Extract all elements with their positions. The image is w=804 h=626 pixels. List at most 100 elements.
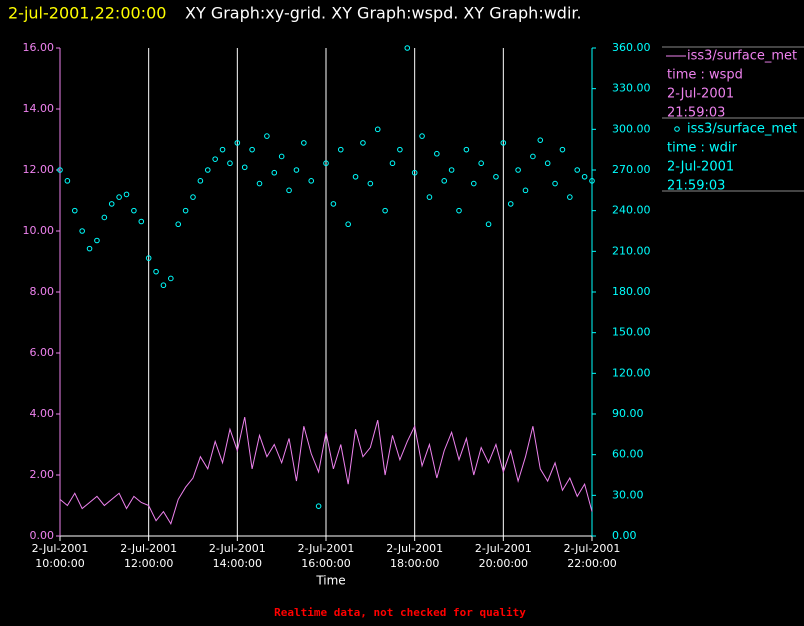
x-tick-label: 10:00:00 — [35, 557, 84, 570]
wdir-point — [145, 255, 152, 261]
y-tick-label: 14.00 — [23, 102, 55, 115]
y2-tick-label: 30.00 — [612, 488, 644, 501]
legend-label: iss3/surface_met — [687, 122, 797, 137]
wdir-point — [537, 137, 544, 143]
x-tick-label: 16:00:00 — [301, 557, 350, 570]
wdir-point — [168, 275, 174, 282]
y2-tick-label: 270.00 — [612, 163, 651, 176]
x-tick-label: 2-Jul-2001 — [209, 542, 266, 555]
wdir-point — [286, 187, 292, 194]
wdir-point — [323, 160, 329, 167]
wdir-point — [160, 282, 167, 289]
wdir-point — [131, 207, 137, 214]
wdir-point — [574, 167, 581, 173]
wdir-point — [441, 178, 448, 184]
wdir-point — [330, 201, 337, 207]
wdir-point — [315, 503, 322, 509]
wdir-point — [64, 178, 71, 184]
legend-detail: 2-Jul-2001 — [667, 87, 734, 102]
wdir-point — [79, 228, 85, 234]
wdir-point — [108, 201, 115, 207]
wdir-point — [234, 140, 241, 146]
y-tick-label: 8.00 — [30, 285, 55, 298]
wdir-point — [522, 187, 529, 194]
wdir-point — [190, 194, 196, 200]
footer-note: Realtime data, not checked for quality — [274, 606, 526, 619]
y2-tick-label: 120.00 — [612, 366, 651, 379]
wdir-point — [227, 160, 233, 167]
x-tick-label: 2-Jul-2001 — [298, 542, 355, 555]
legend-detail: time : wdir — [667, 141, 738, 156]
legend-detail: 21:59:03 — [667, 179, 725, 194]
y-tick-label: 4.00 — [30, 407, 55, 420]
wdir-point — [559, 146, 566, 153]
wdir-point — [434, 150, 440, 157]
y2-tick-label: 330.00 — [612, 82, 651, 95]
wdir-point — [419, 133, 425, 139]
wdir-point — [456, 207, 462, 214]
wdir-point — [463, 146, 470, 153]
wdir-point — [478, 160, 484, 167]
wdir-point — [485, 221, 492, 228]
y2-tick-label: 240.00 — [612, 204, 651, 217]
x-tick-label: 14:00:00 — [213, 557, 262, 570]
wdir-point — [256, 180, 263, 187]
y2-tick-label: 300.00 — [612, 122, 651, 135]
x-tick-label: 2-Jul-2001 — [475, 542, 532, 555]
legend-label: iss3/surface_met — [687, 49, 797, 64]
wdir-point — [153, 268, 159, 275]
wdir-point — [264, 133, 270, 139]
wdir-point — [101, 214, 108, 221]
x-tick-label: 18:00:00 — [390, 557, 439, 570]
x-tick-label: 20:00:00 — [479, 557, 528, 570]
y-tick-label: 10.00 — [23, 224, 55, 237]
y-tick-label: 0.00 — [30, 529, 55, 542]
y2-tick-label: 0.00 — [612, 529, 637, 542]
wdir-point — [352, 173, 359, 180]
wdir-point — [116, 194, 122, 200]
y2-tick-label: 90.00 — [612, 407, 644, 420]
x-tick-label: 12:00:00 — [124, 557, 173, 570]
graph-list: XY Graph:xy-grid. XY Graph:wspd. XY Grap… — [185, 4, 582, 23]
x-tick-label: 2-Jul-2001 — [564, 542, 621, 555]
wdir-point — [182, 207, 189, 214]
wdir-point — [367, 180, 374, 187]
wdir-point — [94, 237, 100, 244]
wdir-point — [360, 140, 366, 146]
legend-detail: time : wspd — [667, 68, 743, 83]
wdir-point — [411, 169, 418, 176]
wdir-point — [426, 194, 433, 200]
wdir-point — [337, 146, 344, 153]
y-tick-label: 6.00 — [30, 346, 55, 359]
wdir-point — [552, 180, 558, 187]
wdir-point — [448, 167, 455, 173]
wdir-point — [301, 140, 307, 146]
y-tick-label: 16.00 — [23, 41, 55, 54]
legend-swatch — [674, 126, 680, 132]
wdir-point — [567, 194, 573, 200]
wdir-point — [86, 245, 93, 252]
x-axis-label: Time — [315, 574, 345, 588]
wdir-point — [589, 178, 595, 184]
wdir-point — [271, 169, 278, 176]
x-tick-label: 22:00:00 — [567, 557, 616, 570]
wdir-point — [544, 160, 551, 167]
wdir-point — [241, 164, 248, 171]
wdir-point — [138, 218, 145, 225]
wdir-point — [249, 146, 255, 153]
wdir-point — [293, 167, 300, 173]
wdir-point — [57, 167, 63, 173]
y-tick-label: 12.00 — [23, 163, 55, 176]
wdir-point — [175, 221, 182, 228]
wdir-point — [507, 201, 514, 207]
wdir-point — [382, 207, 388, 214]
wdir-point — [308, 178, 315, 184]
x-tick-label: 2-Jul-2001 — [32, 542, 89, 555]
wdir-point — [581, 173, 588, 180]
wdir-point — [197, 178, 204, 184]
wdir-point — [374, 126, 381, 133]
wdir-point — [204, 167, 211, 173]
wspd-line — [59, 416, 593, 526]
